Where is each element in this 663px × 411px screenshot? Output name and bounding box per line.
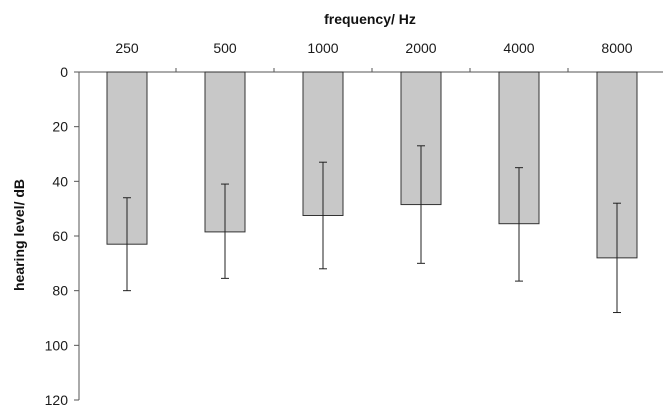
x-tick-label: 2000 — [405, 40, 436, 56]
x-tick-label: 4000 — [503, 40, 534, 56]
plot-area: 0 20 40 60 80 100 120 250 500 1000 2000 4000 8000 — [45, 40, 663, 408]
y-axis-title: hearing level/ dB — [11, 179, 27, 291]
y-tick-label: 120 — [45, 392, 69, 408]
y-tick-label: 40 — [52, 173, 68, 189]
x-tick-label: 250 — [115, 40, 139, 56]
y-tick-label: 100 — [45, 337, 69, 353]
y-tick-label: 0 — [60, 64, 68, 80]
y-tick-label: 20 — [52, 119, 68, 135]
x-axis-title: frequency/ Hz — [324, 11, 416, 27]
x-tick-label: 1000 — [307, 40, 338, 56]
x-tick-label: 8000 — [601, 40, 632, 56]
x-tick-label: 500 — [213, 40, 237, 56]
y-tick-label: 80 — [52, 283, 68, 299]
y-tick-label: 60 — [52, 228, 68, 244]
